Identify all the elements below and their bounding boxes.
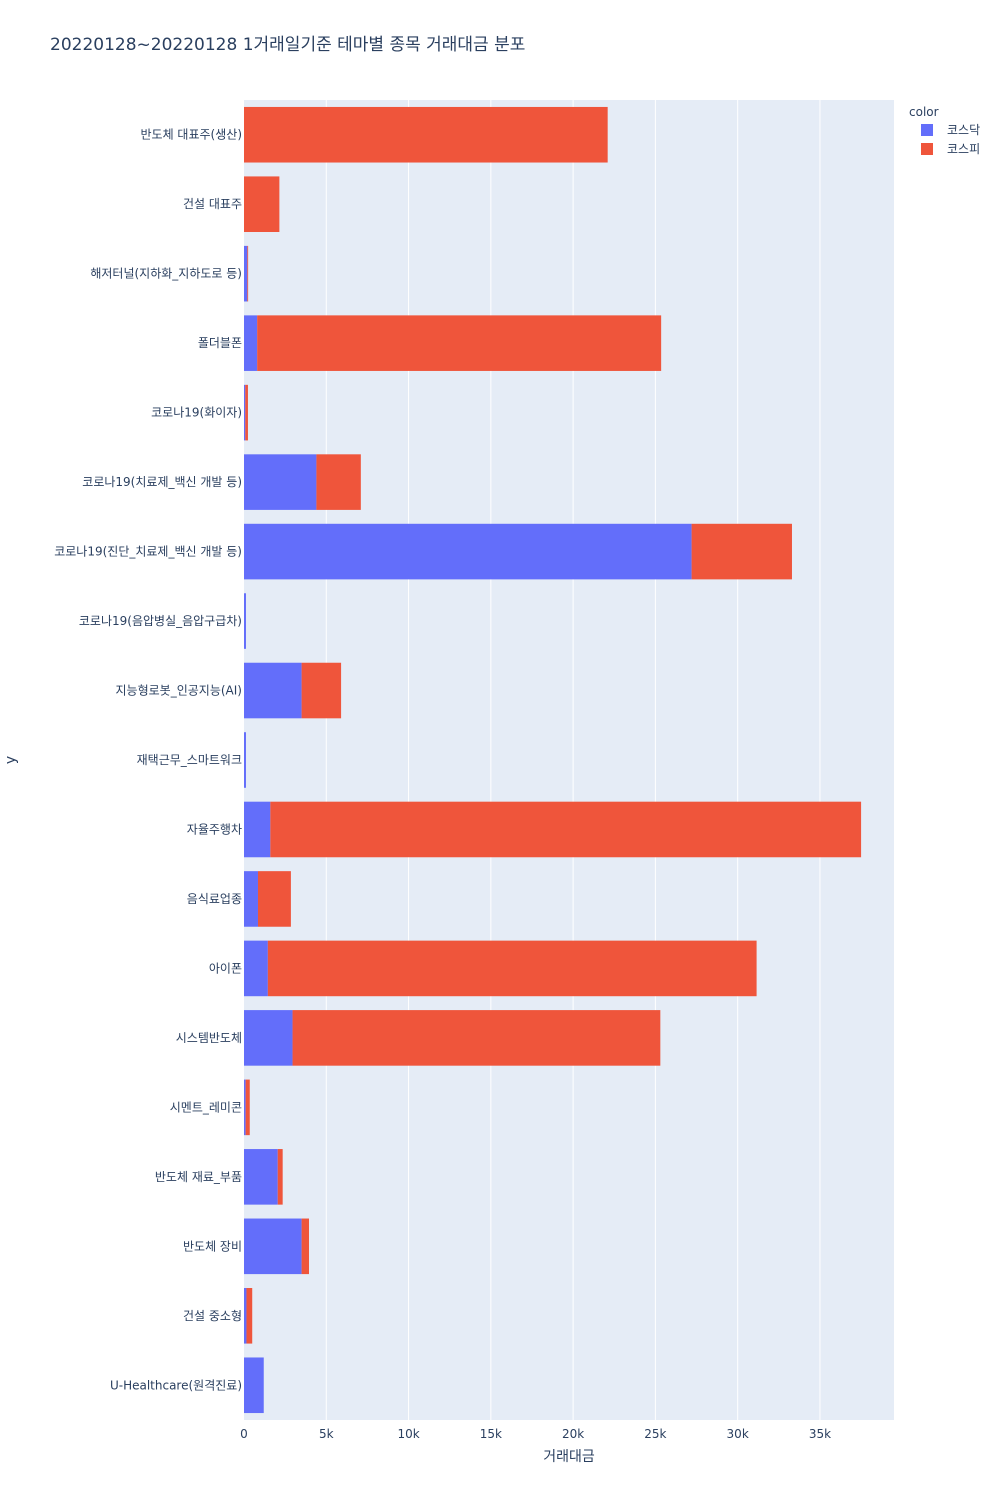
legend-swatch[interactable] bbox=[921, 124, 933, 136]
x-tick-label: 10k bbox=[397, 1427, 419, 1441]
y-tick-label: 아이폰 bbox=[209, 961, 242, 975]
x-tick-label: 35k bbox=[809, 1427, 831, 1441]
bar-segment[interactable] bbox=[244, 1079, 246, 1136]
bar-segment[interactable] bbox=[244, 662, 302, 719]
bar-segment[interactable] bbox=[691, 523, 792, 580]
y-tick-label: 건설 중소형 bbox=[183, 1309, 242, 1323]
x-tick-label: 30k bbox=[727, 1427, 749, 1441]
y-tick-label: 코로나19(진단_치료제_백신 개발 등) bbox=[54, 545, 242, 559]
bar-segment[interactable] bbox=[257, 871, 291, 927]
bar-segment[interactable] bbox=[244, 523, 692, 580]
y-tick-label: 자율주행차 bbox=[187, 821, 242, 836]
bars-group bbox=[244, 106, 862, 1414]
bar-segment[interactable] bbox=[245, 1079, 250, 1136]
bar-segment[interactable] bbox=[267, 940, 757, 997]
bar-segment[interactable] bbox=[244, 732, 246, 788]
y-tick-label: 폴더블폰 bbox=[198, 336, 242, 350]
bar-segment[interactable] bbox=[247, 245, 249, 302]
bar-segment[interactable] bbox=[244, 1218, 302, 1275]
bar-segment[interactable] bbox=[301, 1218, 309, 1275]
y-tick-label: 건설 대표주 bbox=[183, 197, 242, 211]
bar-segment[interactable] bbox=[270, 801, 862, 858]
x-tick-label: 15k bbox=[480, 1427, 502, 1441]
x-tick-labels: 0 5k 10k 15k 20k 25k 30k 35k bbox=[240, 1427, 831, 1441]
bar-segment[interactable] bbox=[301, 662, 342, 719]
y-tick-label: 시멘트_레미콘 bbox=[170, 1100, 242, 1114]
bar-segment[interactable] bbox=[244, 315, 258, 371]
bar-segment[interactable] bbox=[244, 871, 258, 927]
bar-segment[interactable] bbox=[244, 1288, 247, 1344]
bar-segment[interactable] bbox=[244, 245, 248, 302]
x-tick-label: 0 bbox=[240, 1427, 248, 1441]
x-tick-label: 25k bbox=[644, 1427, 666, 1441]
bar-segment[interactable] bbox=[292, 1010, 661, 1066]
bar-segment[interactable] bbox=[244, 176, 280, 232]
y-tick-label: 코로나19(음압병실_음압구급차) bbox=[79, 614, 242, 628]
y-tick-label: 해저터널(지하화_지하도로 등) bbox=[90, 267, 242, 281]
bar-segment[interactable] bbox=[257, 315, 662, 371]
x-tick-label: 5k bbox=[319, 1427, 334, 1441]
bar-segment[interactable] bbox=[316, 454, 361, 510]
bar-segment[interactable] bbox=[277, 1149, 283, 1205]
bar-segment[interactable] bbox=[244, 940, 268, 997]
x-axis-title: 거래대금 bbox=[543, 1449, 595, 1465]
y-tick-label: 코로나19(화이자) bbox=[151, 406, 242, 420]
bar-segment[interactable] bbox=[244, 593, 246, 649]
y-tick-label: 지능형로봇_인공지능(AI) bbox=[116, 684, 242, 698]
y-axis-title: y bbox=[3, 756, 19, 764]
y-tick-label: 반도체 대표주(생산) bbox=[141, 128, 243, 142]
y-tick-label: 시스템반도체 bbox=[176, 1031, 242, 1045]
y-tick-label: 코로나19(치료제_백신 개발 등) bbox=[82, 475, 242, 489]
y-tick-label: 재택근무_스마트워크 bbox=[137, 753, 242, 767]
bar-segment[interactable] bbox=[244, 801, 271, 858]
chart-title: 20220128~20220128 1거래일기준 테마별 종목 거래대금 분포 bbox=[50, 35, 525, 55]
bar-segment[interactable] bbox=[244, 106, 608, 163]
bar-segment[interactable] bbox=[245, 384, 248, 441]
legend-label[interactable]: 코스피 bbox=[947, 142, 980, 156]
bar-segment[interactable] bbox=[246, 1288, 253, 1344]
legend-label[interactable]: 코스닥 bbox=[947, 123, 980, 137]
bar-segment[interactable] bbox=[244, 454, 317, 510]
bar-segment[interactable] bbox=[244, 1010, 293, 1066]
bar-segment[interactable] bbox=[244, 1357, 264, 1414]
legend-swatch[interactable] bbox=[921, 143, 933, 155]
x-tick-label: 20k bbox=[562, 1427, 584, 1441]
plot-background bbox=[244, 100, 894, 1420]
bar-segment[interactable] bbox=[244, 1149, 278, 1205]
legend-title: color bbox=[909, 105, 939, 119]
y-tick-label: 반도체 장비 bbox=[183, 1239, 242, 1253]
y-tick-label: U-Healthcare(원격진료) bbox=[110, 1378, 242, 1392]
bar-segment[interactable] bbox=[244, 384, 246, 441]
y-tick-label: 음식료업종 bbox=[187, 892, 242, 906]
y-tick-label: 반도체 재료_부품 bbox=[155, 1170, 242, 1184]
